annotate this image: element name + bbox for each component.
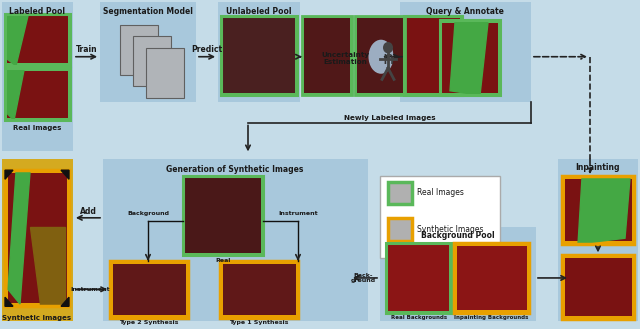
Bar (110, 261, 188, 318)
Bar (302, 16, 352, 95)
Bar (220, 261, 298, 318)
Bar (355, 16, 405, 95)
Text: Synthetic Images: Synthetic Images (3, 316, 72, 321)
Bar (218, 2, 300, 102)
Text: Type 1 Synthesis: Type 1 Synthesis (229, 320, 289, 325)
Bar (456, 246, 527, 310)
Polygon shape (61, 170, 69, 179)
Bar (442, 23, 498, 93)
Bar (5, 68, 70, 120)
Bar (103, 159, 368, 321)
Polygon shape (5, 170, 13, 179)
Bar (220, 261, 298, 318)
Bar (562, 255, 634, 319)
Text: Unlabeled Pool: Unlabeled Pool (227, 7, 292, 16)
Text: Background: Background (127, 211, 169, 216)
Text: Real Images: Real Images (13, 125, 61, 131)
Ellipse shape (369, 40, 394, 74)
Bar (562, 176, 634, 244)
Text: Real Backgrounds: Real Backgrounds (391, 316, 447, 320)
Bar (440, 20, 500, 95)
Bar (355, 16, 405, 95)
Text: Synthetic Images: Synthetic Images (417, 225, 483, 234)
Bar (562, 255, 634, 319)
Bar (454, 243, 529, 313)
Text: Train: Train (76, 45, 98, 54)
Bar (388, 182, 412, 204)
Bar (386, 243, 451, 313)
Polygon shape (450, 23, 488, 95)
Bar (223, 18, 295, 93)
Bar (388, 245, 449, 311)
Text: Segmentation Model: Segmentation Model (103, 7, 193, 16)
Bar (380, 176, 500, 258)
Text: Inpainting Backgrounds: Inpainting Backgrounds (454, 316, 528, 320)
Circle shape (383, 42, 393, 53)
Text: Query & Annotate: Query & Annotate (426, 7, 504, 16)
Bar (221, 16, 297, 95)
Bar (440, 20, 500, 95)
Bar (5, 68, 70, 120)
Bar (223, 264, 296, 315)
Bar (183, 176, 263, 255)
Bar (5, 170, 69, 306)
Bar (5, 170, 69, 306)
Bar (302, 16, 352, 95)
Bar (562, 176, 634, 244)
Bar (183, 176, 263, 255)
Bar (5, 13, 70, 66)
Bar (564, 179, 632, 241)
Text: Predict: Predict (191, 45, 223, 54)
Bar (146, 48, 184, 98)
Bar (454, 243, 529, 313)
Polygon shape (7, 16, 28, 66)
Bar (357, 18, 403, 93)
Bar (5, 13, 70, 66)
Bar (406, 18, 460, 93)
Bar (185, 178, 261, 253)
Text: Newly Labeled Images: Newly Labeled Images (344, 115, 436, 121)
Text: Type 2 Synthesis: Type 2 Synthesis (119, 320, 179, 325)
Bar (113, 264, 186, 315)
Text: Inpainting: Inpainting (576, 164, 620, 172)
Polygon shape (30, 227, 65, 304)
Text: Generation of Synthetic Images: Generation of Synthetic Images (166, 164, 304, 173)
Text: Real: Real (215, 258, 230, 263)
Polygon shape (8, 172, 30, 304)
Polygon shape (578, 178, 630, 244)
Bar (388, 218, 412, 240)
Bar (2, 159, 73, 321)
Text: Labeled Pool: Labeled Pool (9, 7, 65, 16)
Bar (380, 227, 536, 321)
Bar (564, 258, 632, 316)
Bar (2, 2, 73, 151)
Bar (304, 18, 350, 93)
Bar (558, 159, 638, 321)
Text: Instrument: Instrument (70, 287, 110, 292)
Polygon shape (5, 297, 13, 306)
Text: Background Pool: Background Pool (421, 231, 495, 240)
Bar (7, 70, 68, 118)
Polygon shape (61, 297, 69, 306)
Bar (404, 16, 462, 95)
Text: ñ: ñ (382, 50, 394, 68)
Text: Instrument: Instrument (278, 211, 318, 216)
Text: Back-
ground: Back- ground (351, 272, 376, 283)
Bar (404, 16, 462, 95)
Polygon shape (7, 70, 24, 120)
Text: Uncertainty
Estimation: Uncertainty Estimation (321, 53, 369, 65)
Bar (120, 25, 158, 75)
Bar (133, 36, 171, 86)
Bar (400, 2, 531, 102)
Text: Add: Add (79, 207, 97, 215)
Bar (7, 16, 68, 63)
Bar (8, 173, 67, 303)
Bar (386, 243, 451, 313)
Bar (221, 16, 297, 95)
Bar (100, 2, 196, 102)
Bar (110, 261, 188, 318)
Text: Real Images: Real Images (417, 189, 464, 197)
